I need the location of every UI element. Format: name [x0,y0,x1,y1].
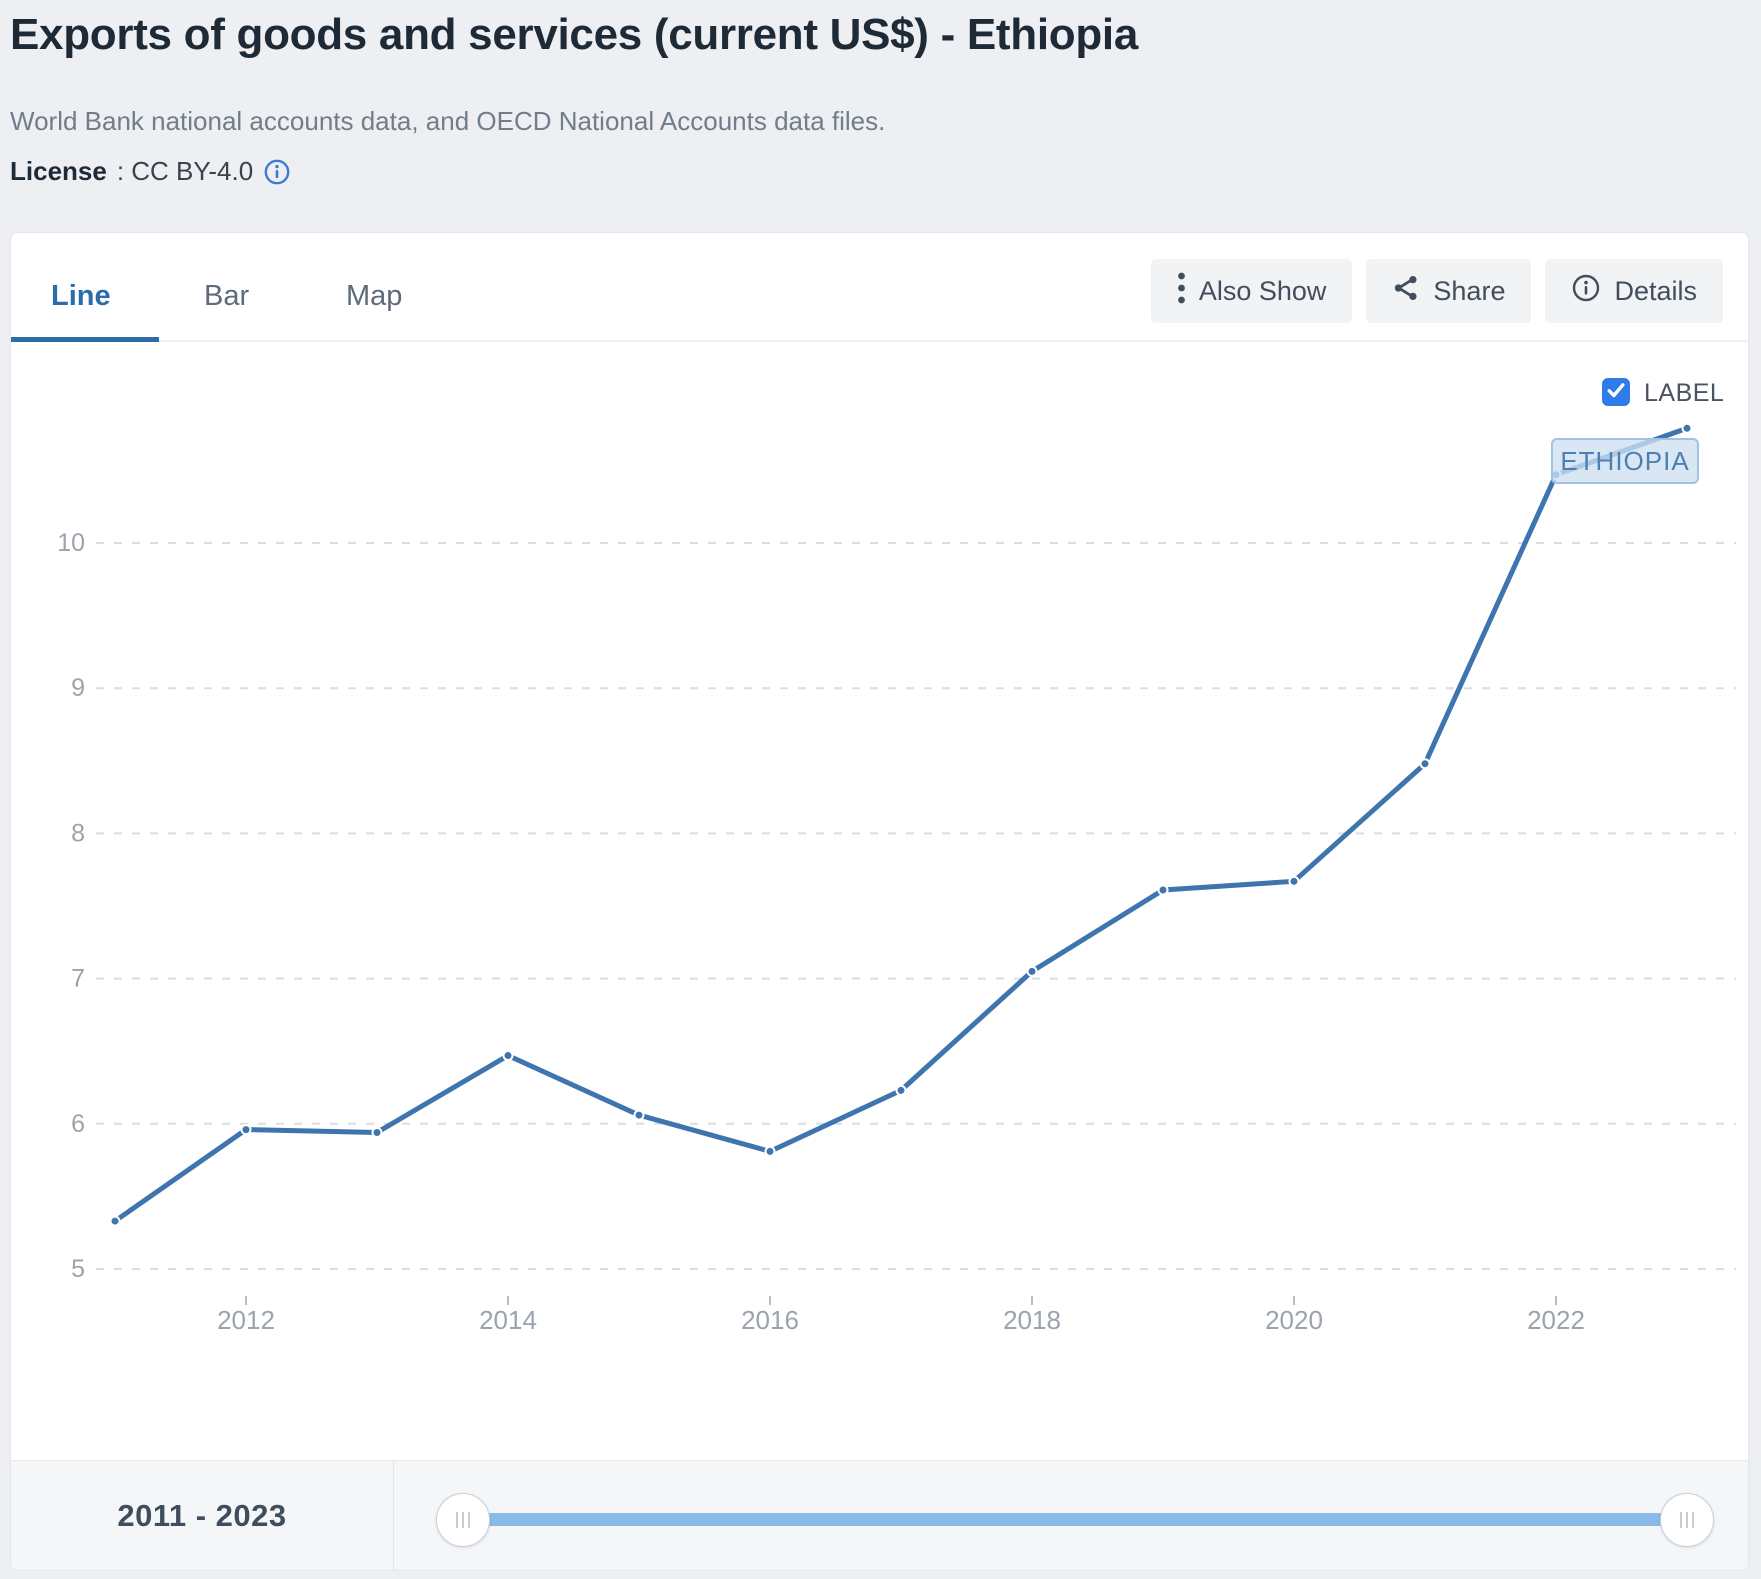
page-subtitle: World Bank national accounts data, and O… [10,106,886,136]
grip-icon [1686,1512,1688,1528]
toolbar: Also Show Share [1150,259,1723,323]
grip-icon [1692,1512,1694,1528]
x-axis-tick-label: 2022 [1527,1305,1585,1335]
license-value: : CC BY-4.0 [116,156,254,186]
page-title: Exports of goods and services (current U… [10,10,1139,59]
tab-map[interactable]: Map [346,280,403,312]
year-range-label: 2011 - 2023 [117,1497,287,1533]
range-slider-track[interactable] [463,1513,1687,1526]
year-range-box: 2011 - 2023 [11,1461,394,1570]
line-chart: 5 6 7 8 9 10 2012 2014 2016 2018 2020 2022 [57,422,1736,1335]
grip-icon [462,1512,464,1528]
license-row: License : CC BY-4.0 [10,156,291,187]
grip-icon [456,1512,458,1528]
share-label: Share [1433,275,1506,306]
data-point[interactable] [109,1215,121,1227]
data-point[interactable] [895,1084,907,1096]
data-point[interactable] [502,1050,514,1062]
checkmark-icon [1605,379,1627,406]
data-point[interactable] [240,1124,252,1136]
info-icon [1571,273,1601,310]
grip-icon [468,1512,470,1528]
y-axis-tick-label: 9 [71,674,85,702]
data-line [112,425,1690,1224]
details-label: Details [1614,275,1697,306]
also-show-button[interactable]: Also Show [1150,259,1353,323]
label-checkbox-text: LABEL [1644,379,1725,407]
x-axis-tick-label: 2016 [741,1305,799,1335]
grip-icon [1680,1512,1682,1528]
tab-bar[interactable]: Bar [204,280,250,312]
data-point[interactable] [1288,875,1300,887]
also-show-label: Also Show [1198,275,1327,306]
x-axis-tick-label: 2014 [479,1305,537,1335]
share-icon [1392,274,1420,309]
slider-handle-right[interactable] [1660,1493,1714,1547]
timeline-panel: 2011 - 2023 [11,1460,1748,1570]
chart-plot-area[interactable]: 5 6 7 8 9 10 2012 2014 2016 2018 2020 2022 LABEL ET… [11,343,1748,1462]
active-tab-underline [11,337,159,342]
chart-card: Line Bar Map Also Show [10,232,1749,1571]
ethiopia-series-tag: ETHIOPIA [1551,438,1699,484]
y-axis-tick-label: 5 [71,1255,85,1283]
x-axis-tick-label: 2018 [1003,1305,1061,1335]
label-checkbox[interactable] [1602,378,1630,406]
slider-handle-left[interactable] [436,1493,490,1547]
share-button[interactable]: Share [1366,259,1532,323]
y-axis-tick-label: 7 [71,965,85,993]
data-point[interactable] [1157,884,1169,896]
data-point[interactable] [1419,758,1431,770]
tab-line[interactable]: Line [51,280,111,312]
data-point[interactable] [371,1127,383,1139]
license-info-icon[interactable] [263,158,291,186]
license-label: License [10,156,107,186]
x-axis-tick-label: 2020 [1265,1305,1323,1335]
y-axis-tick-label: 8 [71,819,85,847]
y-axis-tick-label: 10 [57,529,85,557]
data-point[interactable] [633,1109,645,1121]
data-point[interactable] [1681,422,1693,434]
x-axis-tick-label: 2012 [217,1305,275,1335]
data-point[interactable] [1026,965,1038,977]
details-button[interactable]: Details [1545,259,1723,323]
tabs-bar: Line Bar Map [11,233,1748,342]
y-axis-tick-label: 6 [71,1110,85,1138]
kebab-icon [1177,271,1186,312]
data-point[interactable] [764,1145,776,1157]
